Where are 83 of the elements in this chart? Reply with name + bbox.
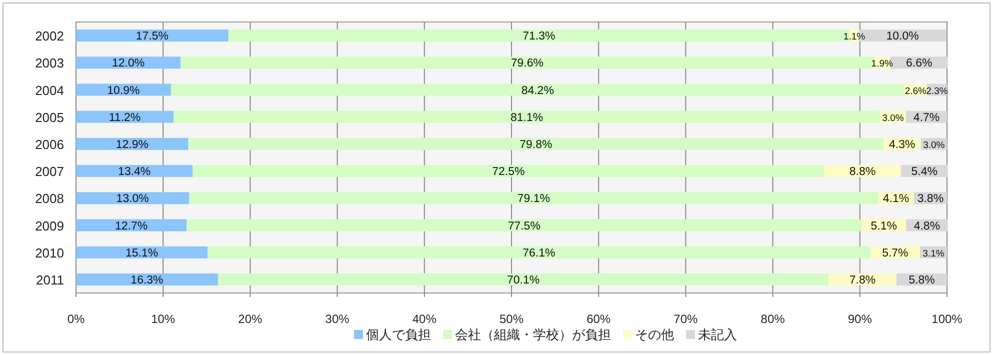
data-label: 12.9% [116,138,148,151]
data-label: 77.5% [508,220,540,232]
data-label: 15.1% [125,247,158,260]
data-label: 13.0% [116,193,149,206]
x-tick-label: 30% [325,312,350,326]
x-tick-label: 40% [412,312,437,326]
data-label: 79.1% [517,193,550,206]
data-label: 72.5% [492,166,525,178]
legend-label: 個人で負担 [366,327,431,342]
x-tick-label: 100% [932,312,963,326]
bar [188,138,884,150]
x-tick-label: 90% [848,312,872,326]
data-label: 4.3% [889,138,916,151]
data-label: 4.8% [914,220,940,232]
y-tick-label: 2005 [35,110,64,125]
legend-label: 未記入 [698,327,737,342]
bar [218,273,829,286]
data-label: 2.6% [904,86,928,97]
data-label: 79.6% [510,58,544,70]
bar [76,192,190,204]
bar [170,84,904,96]
data-label: 71.3% [522,30,556,43]
y-tick-label: 2003 [35,56,64,71]
bar [76,273,218,286]
x-tick-label: 10% [151,312,176,326]
data-label: 1.1% [843,32,866,43]
bar [192,165,824,178]
data-label: 4.1% [882,193,910,206]
data-label: 5.1% [870,220,897,232]
bar [174,110,880,123]
data-label: 4.7% [913,112,940,124]
data-label: 7.8% [849,274,876,286]
data-label: 13.4% [118,166,151,178]
data-label: 81.1% [510,112,544,124]
data-label: 12.7% [115,220,148,232]
bar [76,219,187,232]
data-label: 1.9% [871,58,894,70]
bar [189,192,878,204]
data-label: 16.3% [130,274,164,286]
data-label: 6.6% [906,58,932,70]
bar [76,246,208,258]
bar [180,56,874,69]
data-label: 10.0% [886,30,919,43]
data-label: 84.2% [521,84,554,97]
data-label: 10.9% [107,84,140,97]
y-tick-label: 2011 [36,272,64,288]
y-tick-label: 2006 [35,136,64,152]
data-label: 2.3% [926,86,948,97]
bar [76,110,174,123]
data-label: 12.0% [112,58,145,70]
legend-label: 会社（組織・学校）が負担 [455,327,611,342]
y-tick-label: 2002 [35,28,64,44]
data-label: 3.0% [923,140,946,151]
bar [76,30,228,42]
data-label: 76.1% [522,247,556,260]
data-label: 79.8% [520,138,552,151]
x-tick-label: 80% [760,312,786,326]
y-tick-label: 2004 [35,82,64,98]
data-label: 8.8% [849,166,876,178]
data-label: 5.4% [911,166,938,178]
data-label: 11.2% [108,112,141,124]
legend-label: その他 [635,327,674,342]
bar [208,246,870,258]
data-label: 5.7% [882,247,908,260]
x-tick-label: 0% [67,312,85,326]
x-tick-label: 50% [499,312,524,326]
data-label: 3.0% [882,112,904,124]
data-label: 3.8% [917,193,944,206]
bar [76,165,193,178]
bar [186,219,862,232]
data-label: 17.5% [136,30,169,43]
y-tick-label: 2010 [35,245,64,260]
y-tick-label: 2008 [35,191,64,206]
bar [76,138,188,150]
x-tick-label: 60% [586,312,611,326]
data-label: 3.1% [922,248,945,260]
x-tick-label: 70% [674,312,698,326]
bar [76,56,181,69]
y-tick-label: 2007 [35,164,64,180]
data-label: 5.8% [908,274,935,286]
data-label: 70.1% [506,274,540,286]
x-tick-label: 20% [238,312,263,326]
y-tick-label: 2009 [35,218,64,234]
